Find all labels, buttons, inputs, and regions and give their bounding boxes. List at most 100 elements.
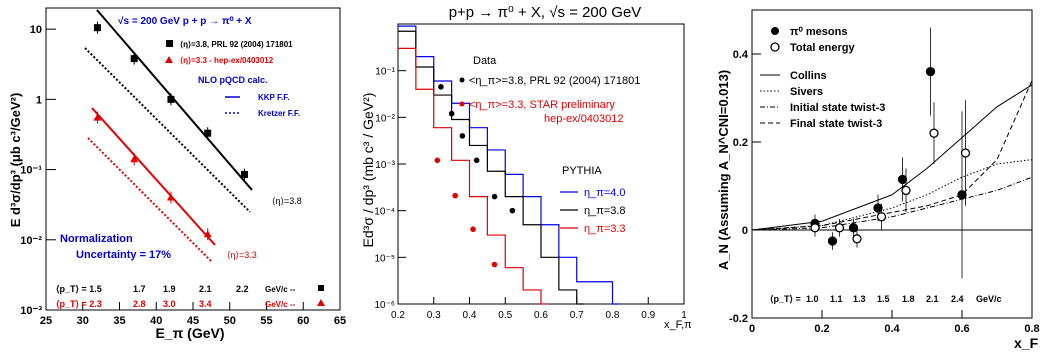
p2-x-tick-label: 0.7 — [570, 310, 584, 321]
p2-marks — [398, 25, 620, 305]
p3-data-point — [873, 203, 883, 213]
p2-data-point — [491, 193, 498, 200]
p3-pt-7: 2.4 — [951, 294, 964, 304]
p2-data-point — [448, 110, 455, 117]
p1-eta33-label: ⟨η⟩=3.3 — [227, 250, 257, 260]
p2-y-tick-label: 10⁻⁶ — [374, 300, 395, 311]
p2-y-tick-label: 10⁻¹ — [375, 67, 395, 78]
p3-legend-sivers: Sivers — [790, 86, 823, 98]
p2-title: p+p → π⁰ + X, √s = 200 GeV — [449, 4, 642, 21]
p3-frame — [751, 9, 1033, 319]
p1-x-tick-label: 25 — [40, 315, 52, 327]
p1-data-point-triangle — [130, 155, 139, 163]
p3-data-point — [960, 148, 971, 158]
p2-x-tick-label: 0.9 — [641, 310, 655, 321]
p3-theory-curve — [751, 176, 1033, 231]
p3-legend-pi0-marker — [771, 27, 779, 35]
p1-data-point-triangle — [166, 193, 175, 201]
p1-kretzer-line-red — [87, 137, 213, 263]
p3-pt-4: 1.5 — [877, 294, 890, 304]
p3-x-tick-label: 0.2 — [814, 323, 829, 335]
p3-marks — [810, 27, 971, 279]
p1-pt-row-red-label: ⟨p_T⟩ = 2.3 — [56, 299, 102, 309]
p1-data-point-triangle — [93, 113, 102, 121]
p3-data-point — [852, 234, 862, 244]
p1-y-tick-label: 10⁻³ — [20, 305, 42, 317]
p1-title: √s = 200 GeV p + p → π⁰ + X — [118, 16, 252, 27]
p2-x-tick-label: 0.4 — [463, 310, 477, 321]
p2-data-point — [491, 261, 498, 268]
p3-y-tick-label: -0.2 — [729, 313, 748, 325]
p1-axis-ticks: 25 30 35 40 45 50 55 60 65 10 1 10⁻¹ 10⁻² 10⁻³ — [20, 24, 346, 327]
p1-xlabel: E_π (GeV) — [155, 325, 224, 341]
p1-data-point-square — [204, 129, 212, 137]
p1-norm-line1: Normalization — [60, 233, 133, 245]
p3-data-point — [827, 236, 838, 246]
p1-pt-black-1: 1.7 — [133, 284, 146, 294]
p1-legend-series2: ⟨η⟩=3.3 - hep-ex/0403012 — [180, 56, 274, 65]
p3-pt-6: 2.1 — [926, 294, 939, 304]
p3-pt-2: 1.1 — [830, 294, 843, 304]
p1-pt-row-black-label: ⟨p_T⟩ = 1.5 — [56, 284, 102, 294]
p2-x-tick-label: 0.5 — [498, 310, 512, 321]
p3-ylabel: A_N (Assuming A_N^CNI=0.013) — [716, 70, 731, 270]
p3-data-point — [834, 223, 845, 233]
p1-frame — [45, 7, 341, 311]
p1-x-tick-label: 35 — [113, 315, 125, 327]
p3-legend-pi0: π⁰ mesons — [790, 26, 847, 38]
p3-pt-label: ⟨p_T⟩ = — [770, 294, 801, 304]
p3-data-point — [848, 223, 859, 233]
p1-pt-red-1: 2.8 — [133, 299, 146, 309]
p2-x-tick-label: 0.6 — [534, 310, 548, 321]
p1-data-point-square — [167, 95, 175, 103]
p2-data-point — [509, 207, 516, 214]
p3-data-point — [925, 66, 936, 77]
p1-pt-black-2: 1.9 — [163, 284, 176, 294]
p3-pt-unit: GeV/c — [976, 294, 1002, 304]
p2-legend-red: <η_π>=3.3, STAR preliminary — [469, 99, 615, 111]
p1-legend-kkp: KKP F.F. — [258, 93, 289, 102]
p3-data-point — [901, 185, 911, 196]
p3-x-tick-label: 0.6 — [954, 323, 969, 335]
p1-data-point-square — [93, 24, 101, 32]
p1-marks — [93, 21, 248, 241]
p1-legend-triangle-marker — [165, 56, 173, 63]
p2-x-tick-label: 0.3 — [427, 310, 441, 321]
p3-data-point — [957, 190, 967, 200]
p1-kkp-line-black — [96, 9, 253, 191]
p3-pt-3: 1.3 — [853, 294, 866, 304]
p3-x-tick-label: 0.8 — [1024, 323, 1039, 335]
p3-legend-total-marker — [770, 42, 780, 52]
p2-y-tick-label: 10⁻⁵ — [374, 253, 395, 264]
p1-pt-red-3: 3.4 — [199, 299, 212, 309]
p2-legend-red-model: η_π=3.3 — [584, 223, 626, 235]
p3-legend-initial: Initial state twist-3 — [790, 102, 885, 114]
p2-data-point — [459, 133, 466, 139]
p1-eta38-label: ⟨η⟩=3.8 — [272, 196, 302, 206]
p3-y-tick-label: 0.4 — [733, 49, 749, 61]
p2-y-tick-label: 10⁻³ — [375, 160, 395, 171]
p2-pythia-histogram — [398, 47, 549, 305]
p1-pt-black-unit: GeV/c -- — [265, 285, 296, 294]
p1-x-tick-label: 60 — [297, 315, 309, 327]
p1-pt-black-3: 2.1 — [199, 284, 212, 294]
p1-data-point-triangle — [203, 230, 212, 238]
p1-data-point-square — [240, 171, 248, 179]
p2-legend-black-model: η_π=3.8 — [584, 205, 626, 217]
p2-xlabel: x_F,π — [664, 319, 692, 331]
p2-x-tick-label: 1 — [681, 310, 687, 321]
p1-data-point-square — [130, 55, 138, 63]
p3-data-point — [876, 212, 887, 222]
panel-3: 0 0.2 0.4 0.6 0.8-0.200.20.4 x_F A_N (Assumi… — [716, 9, 1040, 351]
p3-theory-curve — [751, 80, 1033, 231]
p2-data-point — [473, 157, 480, 164]
p1-pt-black-marker — [318, 285, 324, 291]
p1-x-tick-label: 65 — [334, 315, 346, 327]
p3-theory-curve — [751, 84, 1033, 231]
p2-y-tick-label: 10⁻⁴ — [374, 207, 395, 218]
p3-data-point — [929, 128, 939, 138]
p2-y-tick-label: 10⁻² — [375, 113, 395, 124]
p2-data-title: Data — [473, 55, 497, 67]
p3-theory-curve — [751, 159, 1033, 231]
